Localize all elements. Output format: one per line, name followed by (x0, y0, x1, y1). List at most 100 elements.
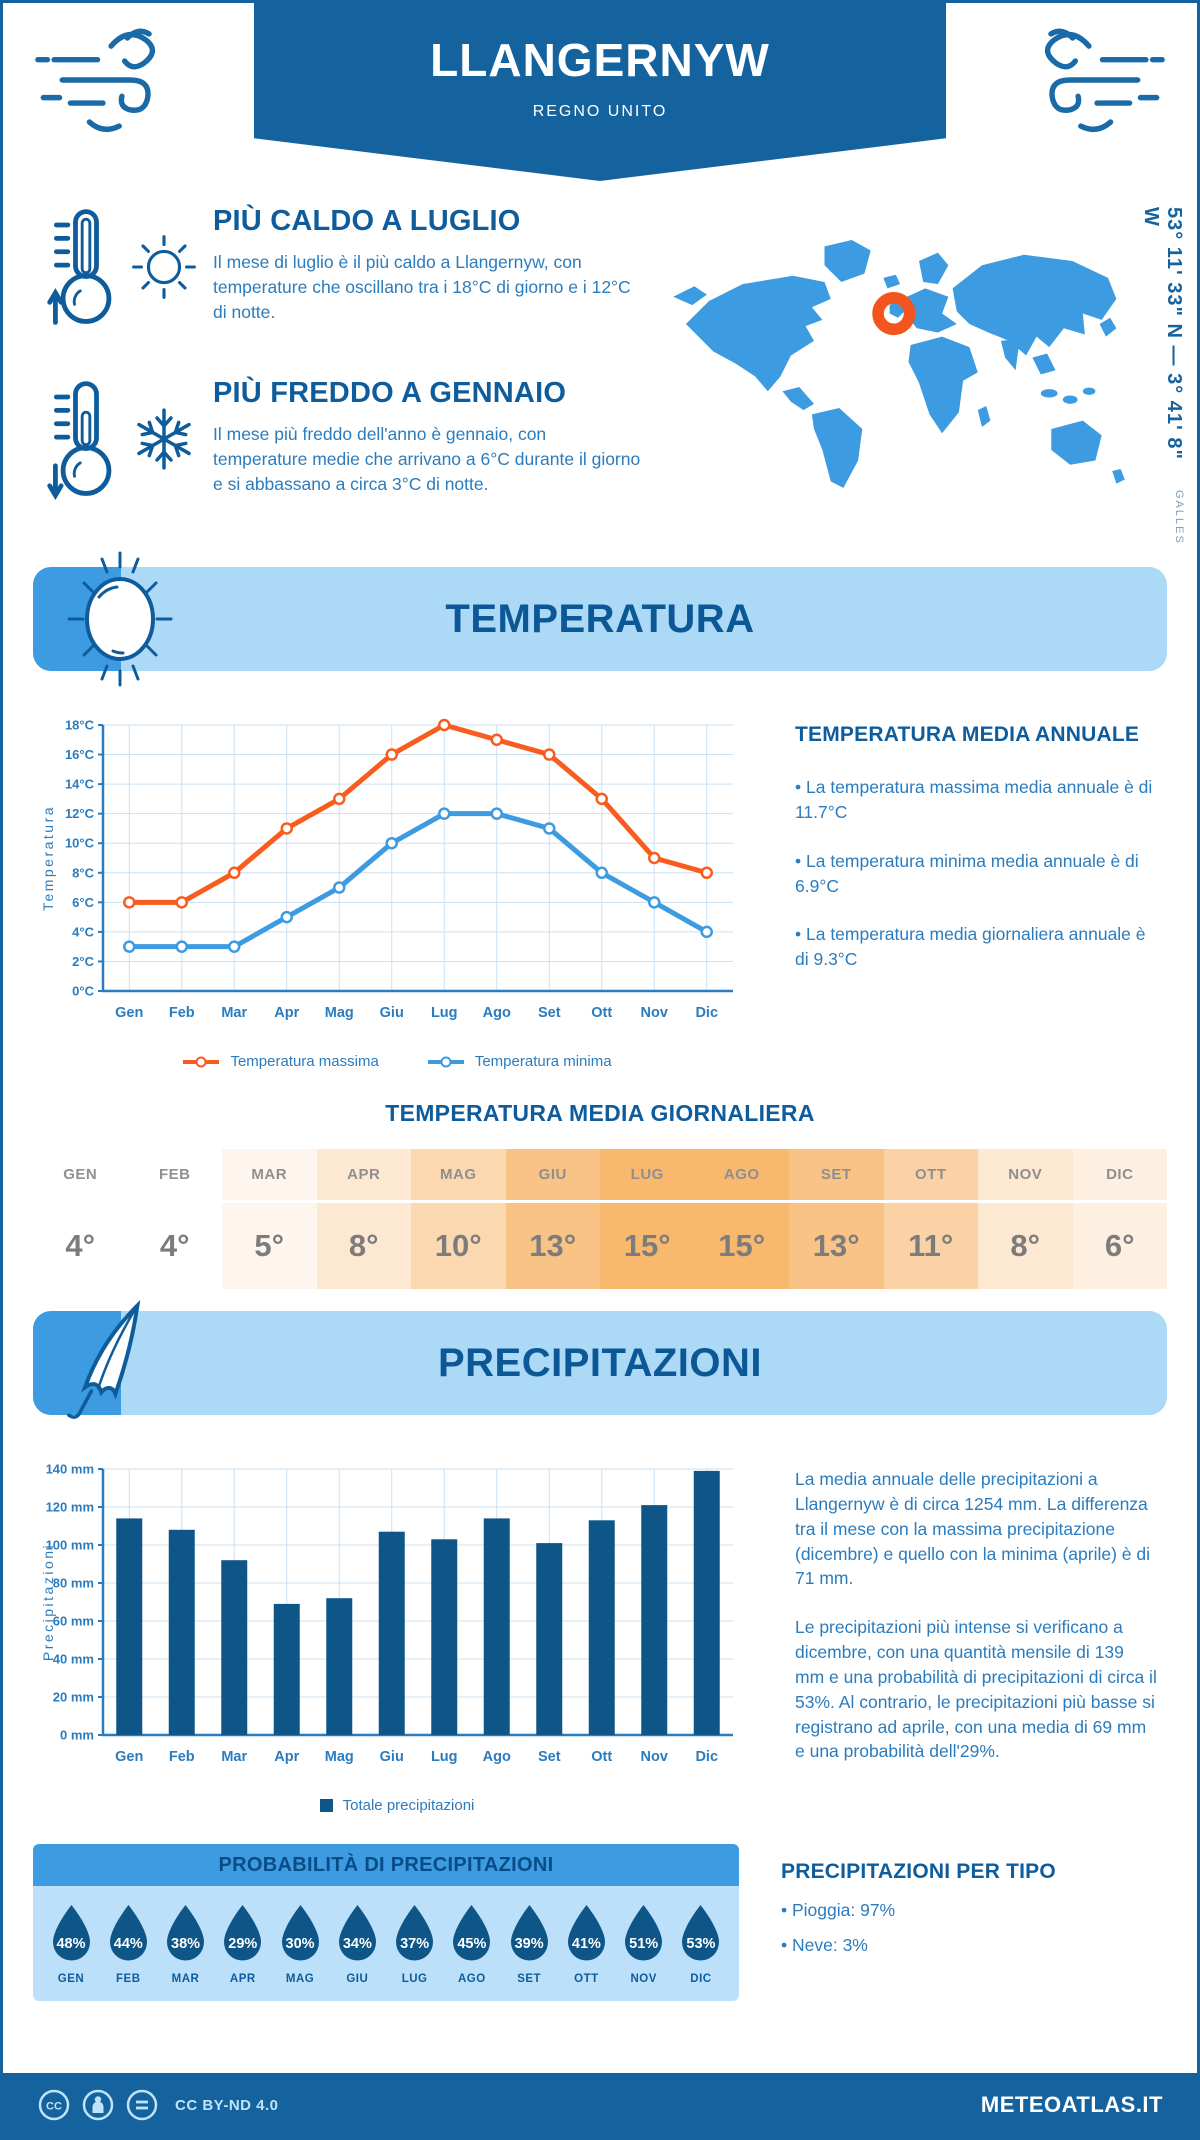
table-value-cell: 15° (600, 1203, 695, 1289)
bar (326, 1598, 353, 1735)
svg-text:80 mm: 80 mm (53, 1576, 94, 1591)
annual-summary-bullet: • La temperatura minima media annuale è … (795, 850, 1139, 896)
x-tick-label: Feb (169, 1005, 195, 1021)
region-label: GALLES (1173, 490, 1185, 545)
probability-value: 37% (400, 1936, 430, 1952)
probability-value: 29% (228, 1936, 258, 1952)
drop-icon: 34% (334, 1904, 381, 1964)
data-point (700, 866, 713, 880)
probability-value: 39% (514, 1936, 544, 1952)
svg-text:20 mm: 20 mm (53, 1690, 94, 1705)
data-point (228, 940, 241, 953)
legend-item: Totale precipitazioni (319, 1797, 474, 1814)
table-value-cell: 6° (1072, 1203, 1167, 1289)
bar (693, 1470, 720, 1735)
svg-text:60 mm: 60 mm (53, 1614, 94, 1629)
precipitation-type-bullet: • Pioggia: 97% (781, 1900, 896, 1920)
title-banner: LLANGERNYW REGNO UNITO (254, 3, 946, 181)
svg-text:12°C: 12°C (65, 806, 95, 821)
drop-icon: 29% (219, 1904, 266, 1964)
bar (116, 1518, 143, 1735)
daily-table-value-row: 4° 4° 5° 8° 10° 13° 15° 15° 13° 11° 8° 6° (33, 1203, 1167, 1289)
table-value-cell: 4° (33, 1203, 128, 1289)
probability-drops: 48% GEN 44% FEB 38% MAR 29% APR 30% MAG 34% GIU 37% L… (33, 1886, 739, 2001)
x-tick-label: Ott (591, 1749, 612, 1765)
svg-text:120 mm: 120 mm (46, 1500, 94, 1515)
wind-icon (35, 28, 156, 133)
data-point (123, 896, 136, 909)
svg-text:2°C: 2°C (72, 954, 94, 969)
coldest-text: Il mese più freddo dell'anno è gennaio, … (213, 424, 641, 494)
x-tick-label: Dic (695, 1005, 718, 1021)
temperature-chart-row: 0°C 2°C 4°C 6°C 8°C 10°C 12°C 14°C 16°C 18°C Gen Fe… (3, 693, 1197, 1071)
table-value-cell: 4° (127, 1203, 222, 1289)
bar (273, 1603, 300, 1735)
probability-value: 44% (113, 1936, 143, 1952)
data-point (543, 748, 556, 761)
probability-drop: 48% GEN (45, 1904, 97, 1985)
x-tick-label: Giu (380, 1749, 404, 1765)
intro-section: PIÙ CALDO A LUGLIO Il mese di luglio è i… (3, 189, 1197, 545)
svg-text:0°C: 0°C (72, 984, 94, 999)
table-month-cell: NOV (978, 1149, 1073, 1203)
data-point (333, 881, 346, 894)
probability-drop: 45% AGO (446, 1904, 498, 1985)
annual-summary-panel: TEMPERATURA MEDIA ANNUALE • La temperatu… (781, 707, 1167, 1070)
data-point (175, 896, 188, 909)
daily-table-title: TEMPERATURA MEDIA GIORNALIERA (385, 1100, 815, 1126)
data-point (438, 807, 451, 820)
data-point (175, 940, 188, 953)
page-title: LLANGERNYW (430, 34, 770, 86)
precipitation-text-panel: La media annuale delle precipitazioni a … (781, 1451, 1167, 1814)
probability-drop: 38% MAR (160, 1904, 212, 1985)
x-tick-label: Mar (221, 1005, 247, 1021)
probability-month: GIU (346, 1973, 369, 1985)
table-month-cell: MAR (222, 1149, 317, 1203)
svg-text:100 mm: 100 mm (46, 1538, 94, 1553)
bar (483, 1518, 510, 1735)
warmest-month-block: PIÙ CALDO A LUGLIO Il mese di luglio è i… (43, 201, 663, 333)
snowflake-icon (133, 408, 195, 470)
x-tick-label: Apr (274, 1005, 299, 1021)
svg-text:8°C: 8°C (72, 865, 94, 880)
drop-icon: 30% (277, 1904, 324, 1964)
probability-month: DIC (690, 1973, 712, 1985)
data-point (385, 748, 398, 761)
precipitation-bar-chart: 0 mm 20 mm 40 mm 60 mm 80 mm 100 mm 120 mm 140 … (40, 1462, 733, 1765)
x-tick-label: Mag (325, 1749, 354, 1765)
temperature-section-title: TEMPERATURA (445, 596, 755, 641)
temperatura-massima-line (126, 722, 710, 905)
y-axis-label: Precipitazioni (40, 1543, 56, 1661)
cc-by-icon (82, 2089, 114, 2121)
x-tick-label: Gen (115, 1749, 143, 1765)
svg-text:140 mm: 140 mm (46, 1462, 94, 1477)
precipitation-paragraph: Le precipitazioni più intense si verific… (795, 1617, 1157, 1762)
x-tick-label: Mag (325, 1005, 354, 1021)
x-tick-label: Giu (380, 1005, 404, 1021)
table-month-cell: APR (316, 1149, 411, 1203)
drop-icon: 48% (48, 1904, 95, 1964)
bar (641, 1505, 668, 1735)
x-tick-label: Lug (431, 1749, 458, 1765)
bar (536, 1543, 563, 1735)
probability-month: APR (229, 1973, 256, 1985)
thermometer-up-icon (47, 209, 112, 325)
data-point (490, 733, 503, 747)
drop-icon: 44% (105, 1904, 152, 1964)
bar (588, 1520, 615, 1735)
table-value-cell: 8° (978, 1203, 1073, 1289)
annual-summary-title: TEMPERATURA MEDIA ANNUALE (795, 723, 1140, 746)
x-tick-label: Set (538, 1005, 561, 1021)
header: LLANGERNYW REGNO UNITO (3, 3, 1197, 189)
probability-drop: 53% DIC (675, 1904, 727, 1985)
table-month-cell: AGO (694, 1149, 789, 1203)
probability-value: 53% (686, 1936, 716, 1952)
probability-month: LUG (401, 1973, 428, 1985)
annual-summary-bullet: • La temperatura media giornaliera annua… (795, 924, 1146, 970)
brand-label: METEOATLAS.IT (980, 2092, 1163, 2117)
warmest-title: PIÙ CALDO A LUGLIO (213, 205, 521, 237)
table-month-cell: GEN (33, 1149, 128, 1203)
legend-item: Temperatura minima (427, 1053, 612, 1070)
probability-drop: 51% NOV (618, 1904, 670, 1985)
